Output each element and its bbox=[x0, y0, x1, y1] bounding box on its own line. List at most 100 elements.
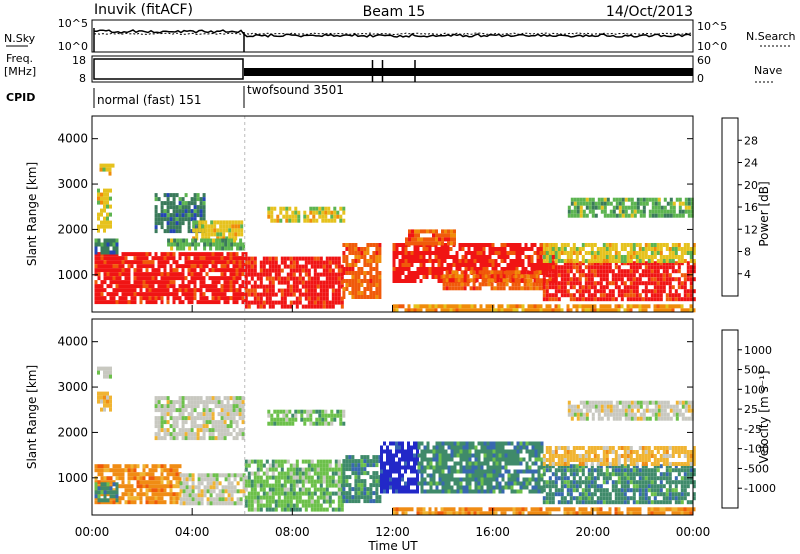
velocity-cell bbox=[232, 396, 236, 401]
power-cell bbox=[366, 247, 370, 251]
power-cell bbox=[591, 197, 595, 202]
velocity-cell bbox=[386, 469, 389, 474]
power-cell bbox=[478, 282, 482, 287]
velocity-cell bbox=[342, 491, 346, 496]
power-cell bbox=[563, 261, 567, 266]
power-cell bbox=[620, 281, 624, 286]
power-cell bbox=[467, 304, 471, 309]
velocity-cell bbox=[398, 481, 401, 486]
velocity-cell bbox=[465, 457, 469, 462]
velocity-cell bbox=[166, 484, 170, 489]
velocity-cell bbox=[154, 416, 158, 421]
velocity-cell bbox=[456, 485, 460, 490]
power-cell bbox=[184, 288, 188, 293]
power-cell bbox=[617, 277, 621, 282]
velocity-cell bbox=[196, 436, 200, 441]
velocity-cell bbox=[235, 408, 239, 413]
velocity-cell bbox=[227, 501, 231, 506]
power-cell bbox=[529, 286, 533, 291]
velocity-cell bbox=[193, 404, 197, 409]
velocity-cell bbox=[172, 420, 176, 425]
velocity-cell bbox=[380, 481, 383, 486]
velocity-cell bbox=[322, 479, 326, 484]
power-cell bbox=[202, 300, 206, 305]
power-cell bbox=[602, 265, 606, 270]
velocity-cell bbox=[202, 420, 206, 425]
power-cell bbox=[626, 297, 630, 302]
power-cell bbox=[645, 201, 649, 206]
power-cell bbox=[250, 276, 254, 281]
velocity-cell bbox=[205, 424, 209, 429]
power-cell bbox=[455, 259, 459, 263]
power-cell bbox=[250, 288, 254, 293]
velocity-cell bbox=[103, 391, 106, 396]
velocity-cell bbox=[208, 400, 212, 405]
power-cell bbox=[441, 237, 444, 242]
velocity-cell bbox=[495, 477, 499, 482]
power-cell bbox=[575, 297, 579, 302]
velocity-cell bbox=[241, 396, 245, 401]
power-cell bbox=[440, 279, 444, 283]
power-cell bbox=[182, 246, 186, 251]
velocity-cell bbox=[103, 403, 106, 408]
velocity-cell bbox=[280, 507, 284, 512]
power-cell bbox=[464, 255, 468, 259]
velocity-cell bbox=[507, 441, 511, 446]
velocity-cell bbox=[124, 464, 128, 469]
power-cell bbox=[535, 286, 539, 291]
power-cell bbox=[557, 255, 561, 259]
velocity-cell bbox=[175, 476, 179, 481]
velocity-cell bbox=[522, 469, 526, 474]
power-cell bbox=[517, 278, 521, 283]
power-cell bbox=[545, 293, 549, 298]
power-cell bbox=[641, 304, 645, 309]
power-cell bbox=[115, 288, 119, 293]
power-cell bbox=[318, 206, 322, 211]
velocity-cell bbox=[507, 449, 511, 454]
velocity-cell bbox=[386, 481, 389, 486]
power-cell bbox=[545, 273, 549, 278]
power-cell bbox=[279, 218, 283, 223]
velocity-cell bbox=[322, 487, 326, 492]
power-cell bbox=[172, 260, 176, 265]
velocity-cell bbox=[316, 479, 320, 484]
power-cell bbox=[515, 259, 519, 263]
power-cell bbox=[500, 304, 504, 309]
velocity-cell bbox=[537, 481, 541, 486]
velocity-cell bbox=[196, 412, 200, 417]
power-cell bbox=[545, 247, 549, 251]
power-cell bbox=[193, 252, 197, 257]
power-cell bbox=[157, 272, 161, 277]
power-cell bbox=[662, 255, 666, 259]
power-cell bbox=[211, 300, 215, 305]
power-cell bbox=[639, 213, 643, 218]
power-cell bbox=[237, 232, 241, 237]
velocity-cell bbox=[97, 472, 101, 477]
power-cell bbox=[678, 205, 682, 210]
velocity-cell bbox=[106, 374, 109, 379]
power-cell bbox=[238, 288, 242, 293]
power-cell bbox=[325, 280, 329, 285]
velocity-cell bbox=[342, 479, 346, 484]
power-cell bbox=[395, 247, 399, 251]
power-cell bbox=[653, 251, 657, 255]
power-cell bbox=[584, 297, 588, 302]
velocity-cell bbox=[285, 409, 289, 414]
power-cell bbox=[328, 272, 332, 277]
velocity-cell bbox=[386, 453, 389, 458]
power-cell bbox=[322, 296, 326, 301]
velocity-cell bbox=[495, 457, 499, 462]
power-cell bbox=[451, 282, 455, 287]
power-cell bbox=[431, 267, 435, 271]
power-cell bbox=[319, 292, 323, 297]
velocity-cell bbox=[495, 441, 499, 446]
power-cell bbox=[208, 268, 212, 273]
power-cell bbox=[112, 256, 116, 261]
power-cell bbox=[288, 206, 292, 211]
velocity-cell bbox=[423, 445, 427, 450]
power-cell bbox=[687, 205, 691, 210]
power-cell bbox=[479, 304, 483, 309]
velocity-cell bbox=[324, 421, 328, 426]
power-cell bbox=[570, 213, 574, 218]
velocity-cell bbox=[435, 449, 439, 454]
